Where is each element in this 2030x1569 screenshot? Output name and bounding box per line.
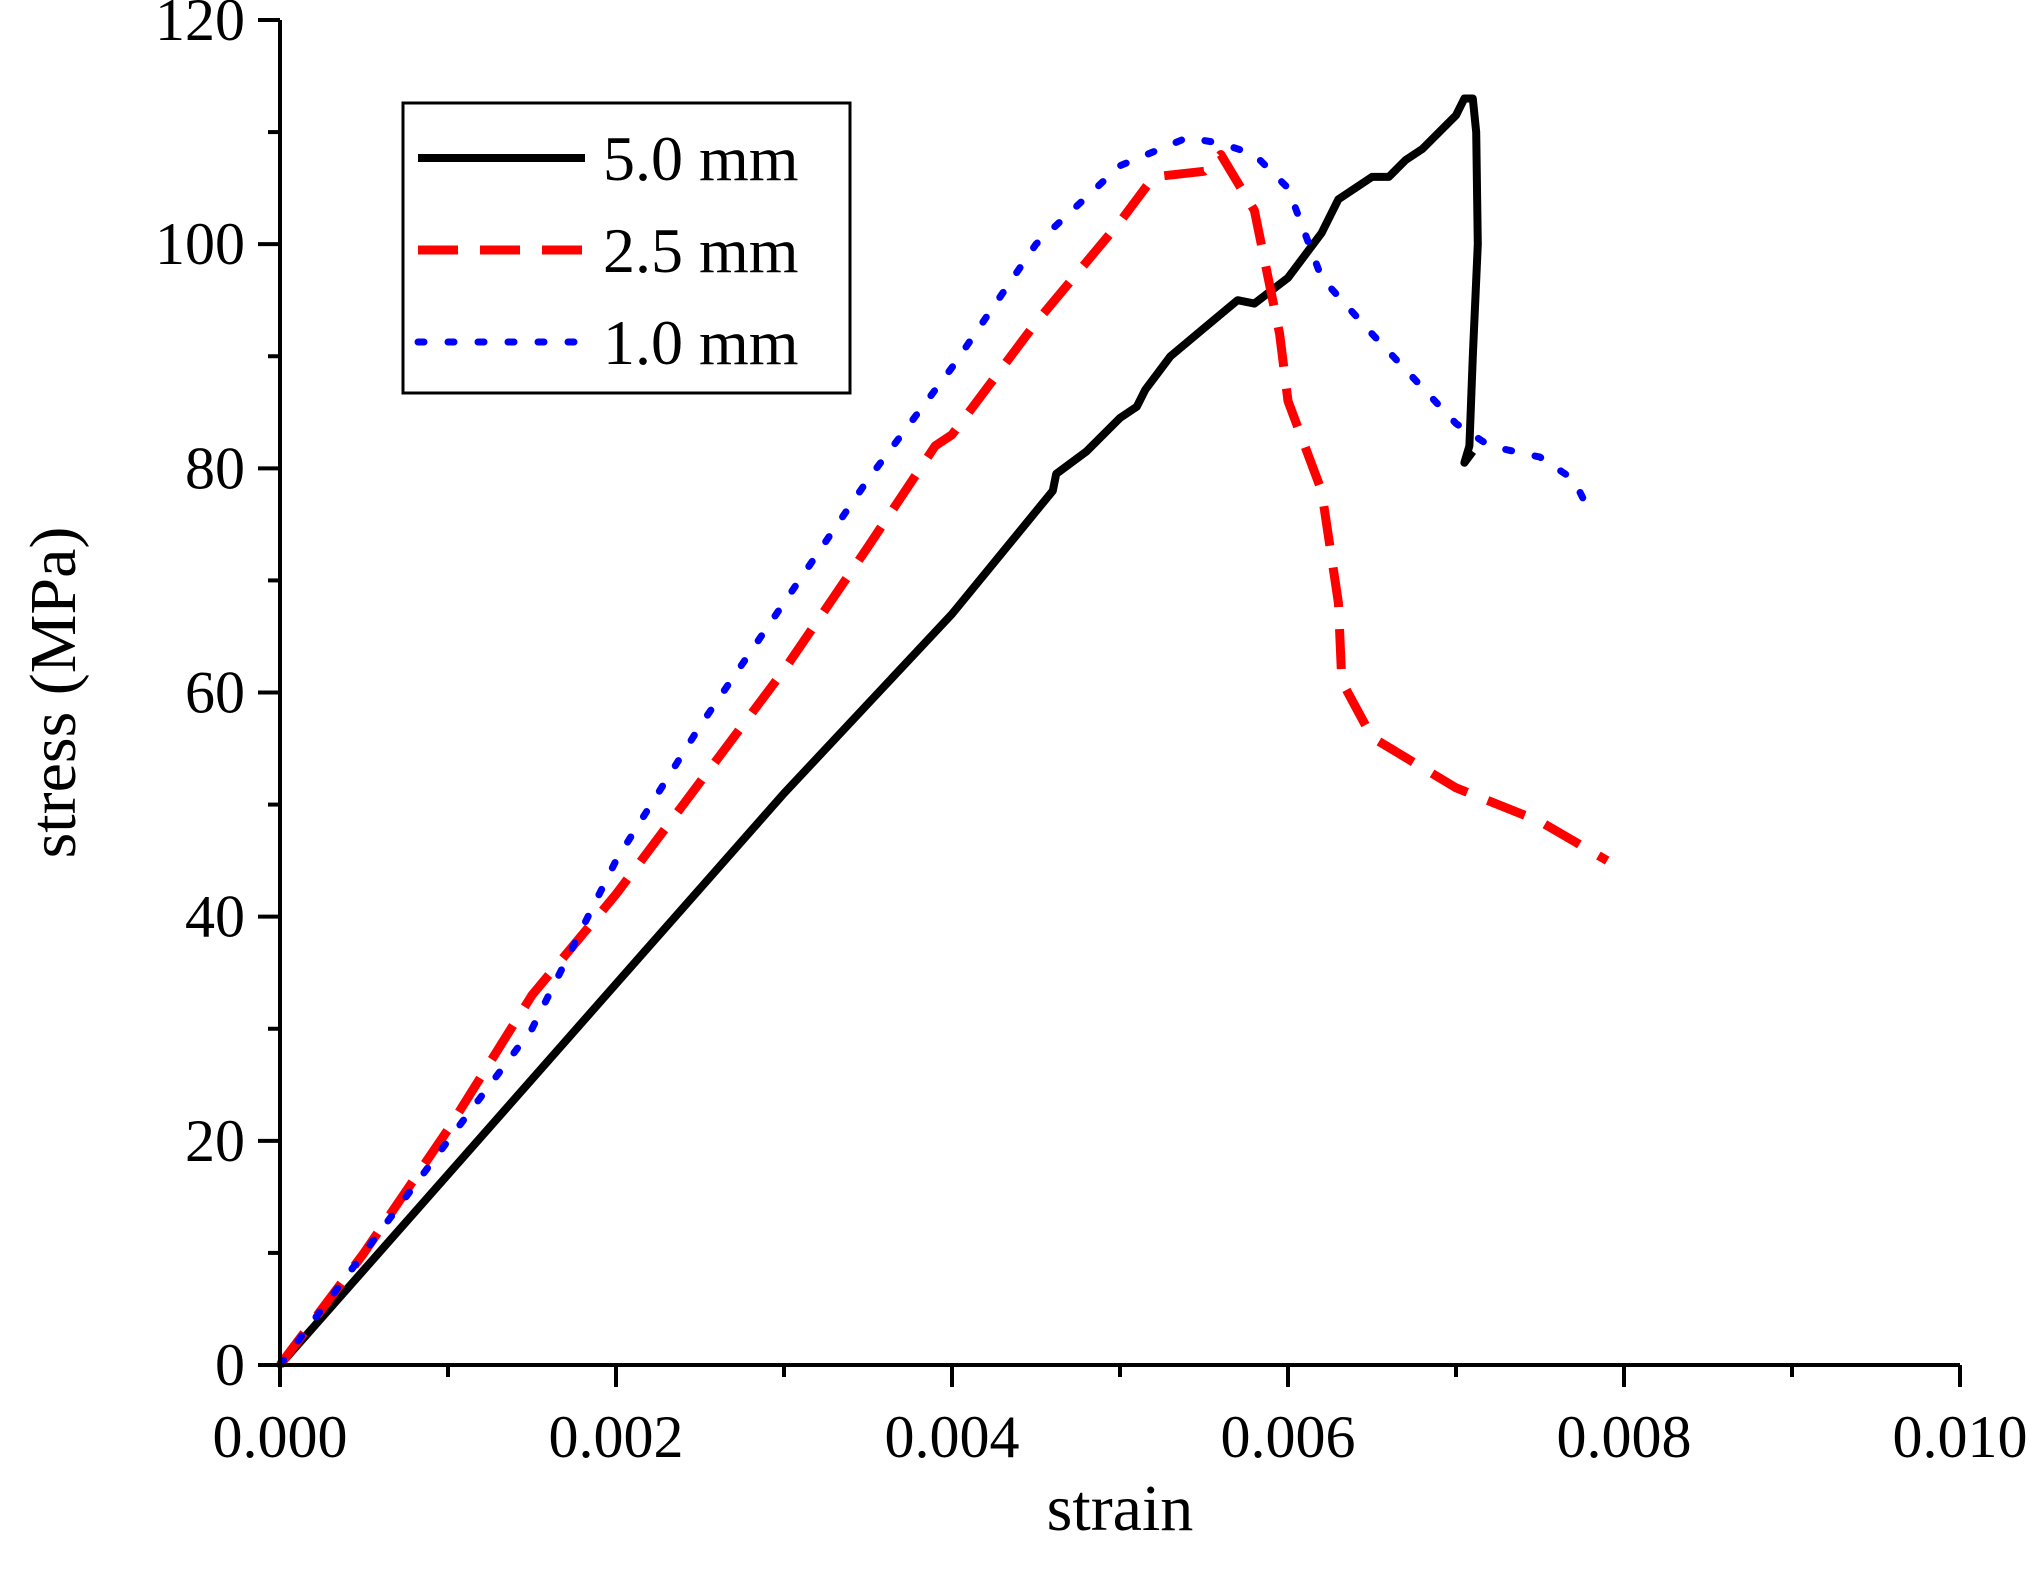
y-axis-title: stress (MPa) <box>17 527 90 859</box>
y-tick-label: 20 <box>185 1108 245 1174</box>
legend-label: 5.0 mm <box>603 123 799 194</box>
x-tick-label: 0.000 <box>213 1404 348 1470</box>
ticks-layer: 0.000 0.002 0.004 0.006 0.008 0.010 0 20 40 60 80 1… <box>155 0 2028 1470</box>
y-tick-label: 100 <box>155 211 245 277</box>
series-line-1-0-mm <box>276 134 1594 1369</box>
series-line-5-0-mm <box>276 94 1482 1368</box>
x-tick-label: 0.008 <box>1557 1404 1692 1470</box>
y-tick-label: 40 <box>185 884 245 950</box>
legend: 5.0 mm 2.5 mm 1.0 mm <box>401 101 852 395</box>
y-tick-label: 0 <box>215 1332 245 1398</box>
x-tick-label: 0.002 <box>549 1404 684 1470</box>
legend-label: 2.5 mm <box>603 215 799 286</box>
x-tick-label: 0.006 <box>1221 1404 1356 1470</box>
legend-label: 1.0 mm <box>603 307 799 378</box>
x-axis-title: strain <box>1047 1472 1194 1545</box>
y-tick-label: 60 <box>185 660 245 726</box>
y-tick-label: 80 <box>185 435 245 501</box>
x-tick-label: 0.010 <box>1893 1404 2028 1470</box>
series-line-2-5-mm <box>276 150 1610 1368</box>
y-tick-label: 120 <box>155 0 245 53</box>
x-tick-label: 0.004 <box>885 1404 1020 1470</box>
series-layer <box>276 94 1610 1369</box>
